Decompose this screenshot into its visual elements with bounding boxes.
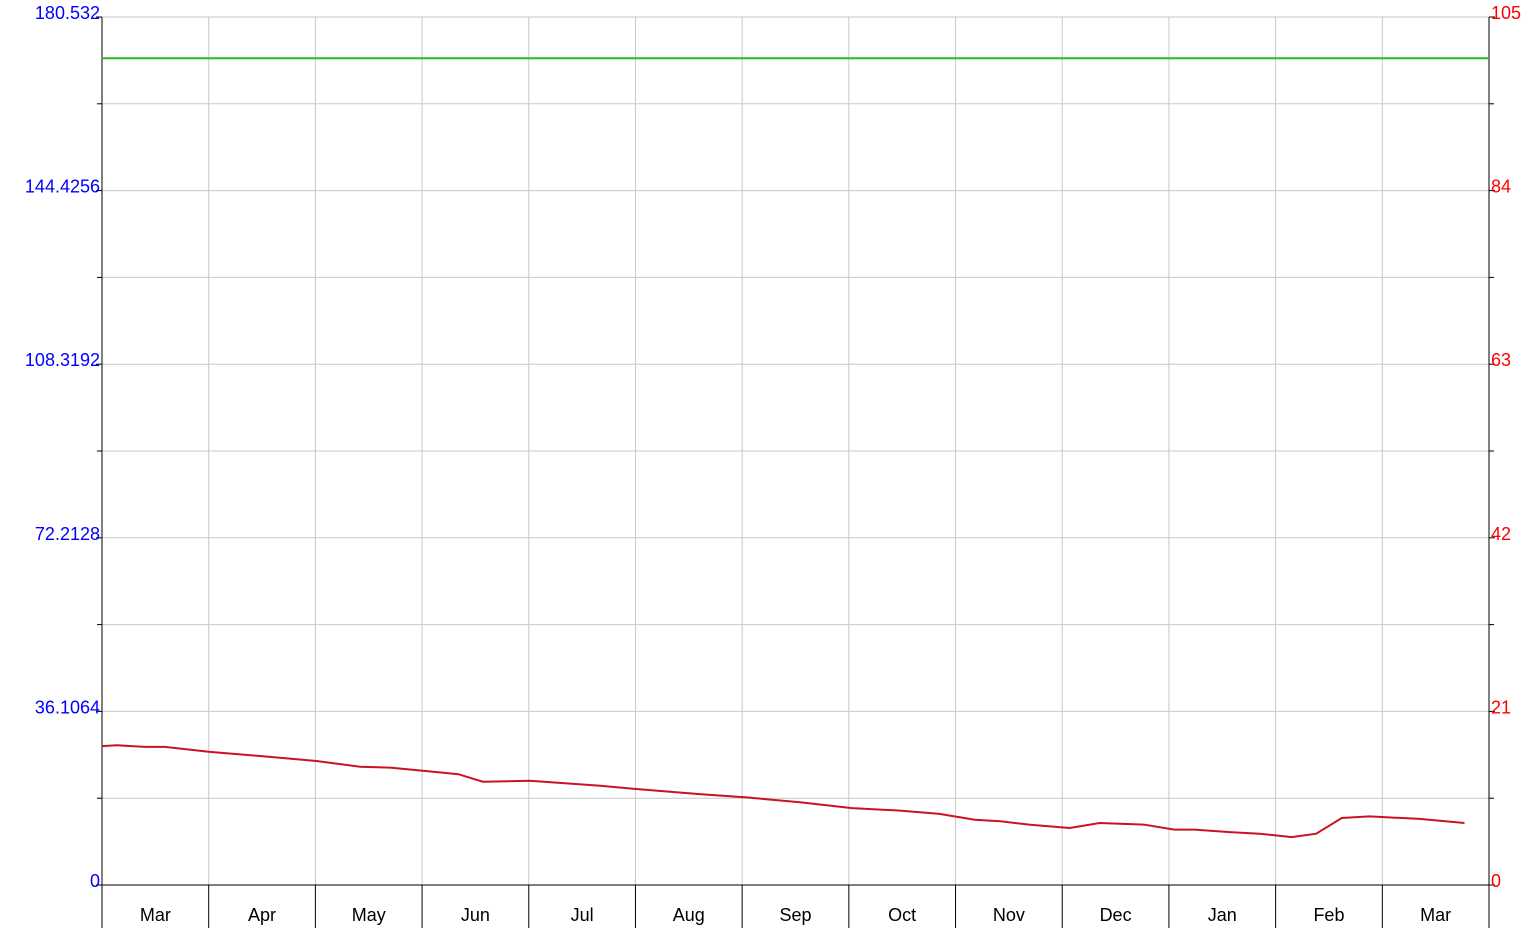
x-tick-label: Mar [140, 905, 171, 925]
y-tick-label: 72.2128 [35, 524, 100, 544]
x-tick-label: May [352, 905, 386, 925]
x-tick-label: Nov [993, 905, 1025, 925]
x-tick-label: Sep [779, 905, 811, 925]
y-tick-label: 108.3192 [25, 350, 100, 370]
y2-tick-label: 42 [1491, 524, 1511, 544]
x-tick-label: Apr [248, 905, 276, 925]
x-tick-label: Jun [461, 905, 490, 925]
series-line [101, 744, 1465, 839]
y-tick-label: 36.1064 [35, 697, 100, 717]
x-tick-label: Jan [1208, 905, 1237, 925]
x-tick-label: Oct [888, 905, 916, 925]
x-tick-label: Jul [571, 905, 594, 925]
y2-tick-label: 63 [1491, 350, 1511, 370]
x-tick-label: Aug [673, 905, 705, 925]
y2-tick-label: 84 [1491, 177, 1511, 197]
y2-tick-label: 21 [1491, 697, 1511, 717]
x-tick-label: Feb [1313, 905, 1344, 925]
x-tick-label: Dec [1100, 905, 1132, 925]
y-tick-label: 180.532 [35, 3, 100, 23]
y-tick-label: 144.4256 [25, 177, 100, 197]
y-tick-label: 0 [90, 871, 100, 891]
y2-tick-label: 105 [1491, 3, 1521, 23]
y2-tick-label: 0 [1491, 871, 1501, 891]
x-tick-label: Mar [1420, 905, 1451, 925]
